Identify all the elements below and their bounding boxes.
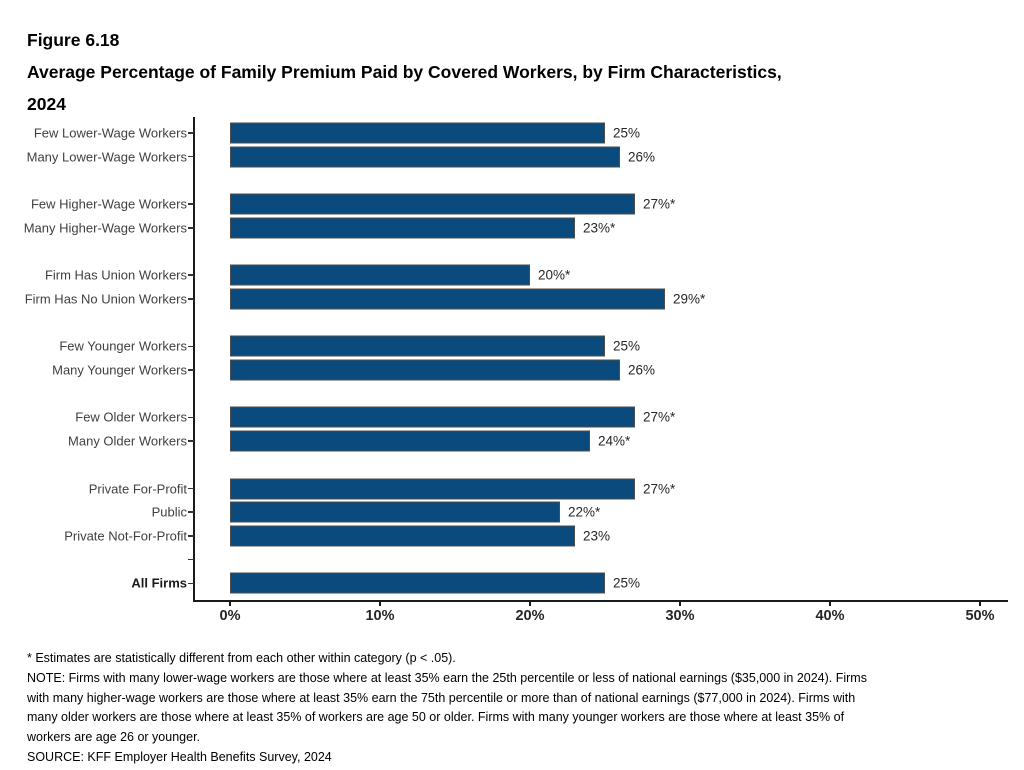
x-axis-tick-label: 50% — [965, 608, 995, 624]
chart-header: Figure 6.18 Average Percentage of Family… — [27, 24, 987, 120]
category-label: Few Higher-Wage Workers — [30, 196, 187, 212]
category-label: Firm Has Union Workers — [44, 267, 187, 283]
chart-title-line-2: 2024 — [27, 94, 66, 114]
category-label: Many Older Workers — [68, 433, 187, 449]
category-label: Many Higher-Wage Workers — [23, 220, 187, 236]
x-axis-tick-mark — [529, 601, 531, 606]
footnote-source: SOURCE: KFF Employer Health Benefits Sur… — [27, 749, 332, 764]
value-label: 23%* — [583, 220, 616, 236]
value-label: 29%* — [673, 291, 706, 307]
chart-title-line-1: Average Percentage of Family Premium Pai… — [27, 62, 782, 82]
bar — [230, 430, 590, 452]
category-tick-mark — [187, 155, 194, 158]
x-axis-tick-label: 0% — [219, 608, 241, 624]
x-axis-tick-label: 30% — [665, 608, 695, 624]
bar — [230, 122, 605, 144]
bar — [230, 288, 665, 310]
bar — [230, 525, 575, 547]
category-tick-mark — [187, 535, 194, 537]
value-label: 26% — [628, 362, 656, 378]
category-label: All Firms — [131, 575, 187, 591]
category-tick-mark — [187, 558, 194, 561]
bar — [230, 478, 635, 499]
value-label: 27%* — [643, 409, 676, 425]
x-axis-tick-label: 10% — [365, 608, 395, 624]
category-label: Few Lower-Wage Workers — [33, 125, 187, 141]
category-label: Many Lower-Wage Workers — [26, 149, 187, 165]
bar — [230, 193, 635, 215]
x-axis-tick-mark — [979, 601, 981, 606]
category-label: Public — [151, 504, 187, 520]
value-label: 25% — [613, 338, 641, 354]
footnote-note-line-2: with many higher-wage workers are those … — [27, 690, 856, 705]
x-axis-tick-mark — [679, 601, 681, 606]
value-label: 23% — [583, 528, 611, 544]
chart-footnotes: * Estimates are statistically different … — [27, 649, 1012, 768]
value-label: 20%* — [538, 267, 571, 283]
bar — [230, 264, 530, 286]
value-label: 24%* — [598, 433, 631, 449]
footnote-note-line-3: many older workers are those where at le… — [27, 710, 845, 725]
x-axis-tick-mark — [829, 601, 831, 606]
value-label: 27%* — [643, 481, 676, 496]
category-tick-mark — [187, 274, 194, 276]
category-label: Private For-Profit — [88, 481, 187, 496]
x-axis-tick-label: 40% — [815, 608, 845, 624]
category-tick-mark — [187, 416, 194, 419]
category-label: Firm Has No Union Workers — [24, 291, 187, 307]
category-tick-mark — [187, 345, 194, 348]
x-axis-tick-label: 20% — [515, 608, 545, 624]
footnote-note-line-1: NOTE: Firms with many lower-wage workers… — [27, 670, 867, 685]
category-tick-mark — [187, 369, 194, 371]
value-label: 22%* — [568, 504, 601, 520]
category-tick-mark — [187, 582, 194, 585]
category-tick-mark — [187, 511, 194, 513]
figure-number: Figure 6.18 — [27, 30, 120, 50]
value-label: 25% — [613, 125, 641, 141]
category-tick-mark — [187, 227, 194, 229]
category-label: Few Younger Workers — [59, 338, 187, 354]
category-label: Many Younger Workers — [52, 362, 187, 378]
bar — [230, 501, 560, 523]
value-label: 27%* — [643, 196, 676, 212]
category-tick-mark — [187, 298, 194, 300]
value-label: 25% — [613, 575, 641, 591]
category-tick-mark — [187, 203, 194, 205]
y-axis-line — [193, 117, 195, 601]
value-label: 26% — [628, 149, 656, 165]
bar — [230, 572, 605, 594]
bar — [230, 406, 635, 428]
x-axis-line — [193, 600, 1008, 602]
category-tick-mark — [187, 487, 194, 490]
category-label: Private Not-For-Profit — [64, 528, 187, 544]
footnote-note-line-4: workers are age 26 or younger. — [27, 730, 201, 745]
category-tick-mark — [187, 132, 194, 134]
bar — [230, 146, 620, 168]
x-axis-tick-mark — [379, 601, 381, 606]
category-label: Few Older Workers — [75, 409, 187, 425]
footnote-significance: * Estimates are statistically different … — [27, 651, 456, 665]
x-axis-tick-mark — [229, 601, 231, 606]
bar — [230, 359, 620, 381]
bar — [230, 217, 575, 239]
category-tick-mark — [187, 440, 194, 442]
bar — [230, 335, 605, 357]
